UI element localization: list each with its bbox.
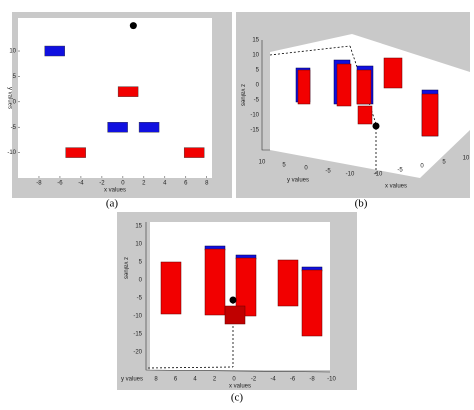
y-tick-label: -5: [11, 125, 17, 131]
panel-b-guide: [269, 45, 351, 56]
y-axis-label: y values: [287, 178, 309, 184]
z-tick-label: -10: [133, 314, 142, 320]
caption: (c): [231, 392, 244, 404]
x-axis-label: x values: [104, 188, 126, 194]
x-tick-label: 5: [442, 160, 446, 166]
y-tick-label: 5: [282, 163, 286, 169]
z-tick-label: -15: [133, 332, 142, 338]
bar: [336, 63, 352, 107]
z-tick-label: 15: [252, 38, 259, 44]
x-tick-label: 6: [174, 377, 178, 383]
y-tick-label: 10: [259, 160, 266, 166]
block: [107, 122, 128, 133]
bar: [357, 105, 373, 125]
y-axis-label: y values: [6, 87, 12, 109]
block: [65, 147, 86, 158]
bar: [297, 69, 311, 105]
y-tick-label: 10: [9, 49, 16, 55]
panel-b-axis: [261, 40, 270, 151]
panel-c-bars: [160, 245, 323, 337]
bar: [224, 305, 246, 325]
x-tick-label: 8: [154, 377, 158, 383]
y-tick-label: -10: [7, 150, 16, 156]
x-tick-label: -5: [397, 168, 403, 174]
x-tick-label: 2: [142, 181, 146, 187]
x-axis-label: x values: [229, 384, 251, 390]
panel-c-axis: [145, 222, 331, 373]
bar: [204, 248, 226, 316]
x-tick-label: -2: [99, 181, 105, 187]
x-tick-label: 0: [420, 164, 424, 170]
z-axis-label: z values: [122, 257, 128, 279]
x-tick-label: 0: [232, 377, 236, 383]
x-tick-label: -8: [309, 377, 315, 383]
x-tick-label: -6: [57, 181, 63, 187]
z-tick-label: 15: [135, 224, 142, 230]
y-axis-label: y values: [121, 377, 143, 383]
marker: [372, 122, 380, 130]
x-tick-label: 4: [163, 181, 167, 187]
z-tick-label: 10: [252, 53, 259, 59]
bar: [277, 259, 299, 307]
bar: [356, 69, 372, 105]
block: [44, 45, 65, 57]
x-tick-label: 2: [213, 377, 217, 383]
panel-a-plot: [18, 18, 212, 178]
z-tick-label: -15: [250, 128, 259, 134]
x-tick-label: -10: [327, 377, 336, 383]
bar: [235, 257, 257, 317]
z-tick-label: -5: [137, 296, 143, 302]
x-tick-label: -10: [374, 172, 383, 178]
x-axis-label: x values: [385, 184, 407, 190]
z-axis-label: z values: [239, 84, 245, 106]
y-tick-label: 5: [13, 74, 17, 80]
bar: [383, 57, 403, 89]
marker: [229, 296, 237, 304]
z-tick-label: 10: [135, 242, 142, 248]
x-tick-label: 0: [121, 181, 125, 187]
x-tick-label: 6: [184, 181, 188, 187]
z-tick-label: 0: [256, 83, 260, 89]
block: [117, 86, 139, 97]
z-tick-label: 0: [139, 278, 143, 284]
y-tick-label: 0: [13, 99, 17, 105]
x-tick-label: -8: [36, 181, 42, 187]
z-tick-label: -20: [133, 350, 142, 356]
z-tick-label: -5: [254, 98, 260, 104]
panel-b-bars: [295, 57, 439, 137]
x-tick-label: -6: [290, 377, 296, 383]
x-tick-label: 4: [193, 377, 197, 383]
x-tick-label: -4: [270, 377, 276, 383]
x-tick-label: 10: [463, 156, 470, 162]
block: [183, 147, 205, 158]
y-tick-label: -10: [346, 172, 355, 178]
x-tick-label: -2: [251, 377, 257, 383]
z-tick-label: -10: [250, 113, 259, 119]
z-tick-label: 5: [139, 260, 143, 266]
y-tick-label: 0: [304, 166, 308, 172]
y-tick-label: -5: [325, 169, 331, 175]
bar: [301, 269, 323, 337]
caption: (a): [106, 198, 119, 210]
bar: [160, 261, 182, 315]
caption: (b): [355, 198, 368, 210]
block: [138, 122, 160, 133]
z-tick-label: 5: [256, 68, 260, 74]
marker: [129, 22, 137, 30]
bar: [421, 93, 439, 137]
x-tick-label: 8: [205, 181, 209, 187]
x-tick-label: -4: [78, 181, 84, 187]
